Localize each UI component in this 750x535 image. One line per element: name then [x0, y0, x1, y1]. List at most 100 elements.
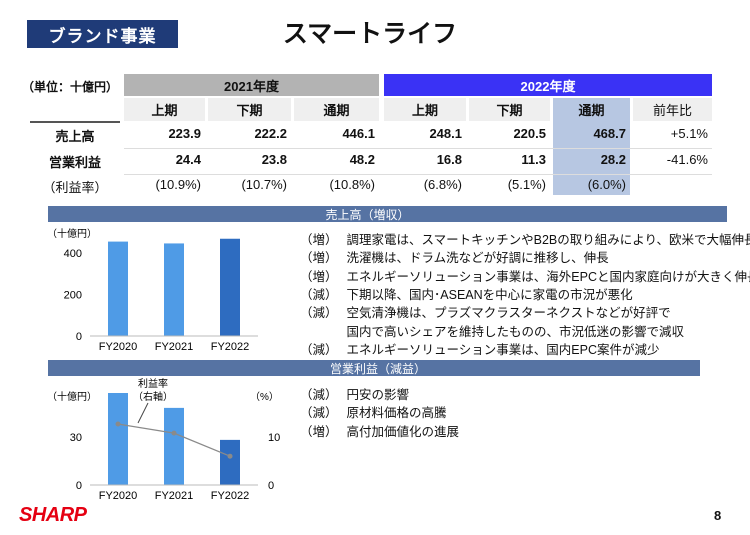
bullet-text: 高付加価値化の進展	[346, 424, 460, 439]
bullet-tag: （増）	[300, 251, 338, 266]
subheader-cell: 下期	[469, 98, 550, 121]
bullet-tag: （減）	[300, 388, 338, 402]
y-tick-label: 0	[76, 480, 82, 492]
annotation-label: （右軸）	[133, 390, 173, 403]
table-cell: 468.7	[593, 126, 626, 141]
bullet-item: （減） 円安の影響	[300, 386, 409, 404]
bar-fy2020	[108, 241, 128, 336]
table-cell: 223.9	[168, 126, 201, 141]
unit-label: （単位：十億円）	[22, 80, 119, 94]
annotation-leader	[137, 402, 149, 424]
fy2022-header: 2022年度	[384, 74, 712, 96]
bullet-text: 原材料価格の高騰	[346, 406, 447, 421]
x-tick-label: FY2020	[99, 341, 138, 353]
subheader-cell: 通期	[553, 98, 630, 121]
table-cell: 23.8	[261, 152, 287, 167]
y-axis-unit: （十億円）	[47, 390, 97, 403]
x-tick-label: FY2022	[211, 490, 250, 502]
table-cell: 248.1	[429, 126, 462, 141]
row-label: （利益率）	[42, 180, 108, 195]
bullet-tag: （増）	[300, 233, 338, 247]
page-number: 8	[714, 508, 722, 523]
bullet-item: （増） 調理家電は、スマートキッチンやB2Bの取り組みにより、欧米で大幅伸長	[300, 231, 750, 249]
margin-point	[227, 453, 233, 459]
table-cell: (10.7%)	[241, 177, 287, 192]
bar-fy2022	[220, 439, 240, 485]
bullet-text: 円安の影響	[346, 388, 410, 402]
table-cell: (10.8%)	[329, 177, 375, 192]
annotation-label: 利益率	[138, 377, 168, 390]
table-cell: 28.2	[600, 152, 626, 167]
table-cell: 446.1	[342, 126, 375, 141]
bullet-text: エネルギーソリューション事業は、国内EPC案件が減少	[346, 342, 660, 357]
x-tick-label: FY2020	[99, 490, 138, 502]
bullet-item: （増） 高付加価値化の進展	[300, 423, 459, 441]
table-cell: -41.6%	[666, 152, 708, 167]
fy2021-header: 2021年度	[124, 74, 379, 96]
y2-tick-label: 0	[268, 480, 274, 492]
table-cell: (6.8%)	[423, 177, 462, 192]
table-cell: (6.0%)	[587, 177, 626, 192]
table-cell: 16.8	[436, 152, 462, 167]
y-tick-label: 200	[64, 290, 82, 302]
y-tick-label: 0	[76, 331, 82, 343]
table-cell: 48.2	[349, 152, 375, 167]
bullet-item: （減） 原材料価格の高騰	[300, 404, 447, 422]
subheader-cell: 下期	[208, 98, 291, 121]
table-cell: 220.5	[513, 126, 546, 141]
row-divider	[124, 174, 712, 175]
bullet-item: （減） 空気清浄機は、プラズマクラスターネクストなどが好評で	[300, 304, 671, 322]
row-label: 営業利益	[48, 155, 101, 170]
y-tick-label: 30	[70, 432, 82, 444]
bullet-item: （増） 洗濯機は、ドラム洗などが好調に推移し、伸長	[300, 249, 609, 267]
bullet-item: （増） エネルギーソリューション事業は、海外EPCと国内家庭向けが大きく伸長	[300, 268, 750, 286]
table-cell: 11.3	[521, 152, 546, 167]
highlight-column	[553, 121, 630, 195]
bullet-text: エネルギーソリューション事業は、海外EPCと国内家庭向けが大きく伸長	[346, 269, 750, 284]
bullet-item: （減） 下期以降、国内･ASEANを中心に家電の市況が悪化	[300, 286, 633, 304]
charts: （十億円） 0 200 400 FY2020 FY2021 FY2022 （十億円） （%） 0 3…	[47, 227, 280, 502]
sales-banner: 売上高（増収）	[48, 206, 727, 222]
bullet-tag: （減）	[300, 287, 338, 302]
row-label: 売上高	[55, 129, 95, 144]
label-divider	[30, 121, 120, 123]
section-badge: ブランド事業	[27, 20, 178, 48]
x-tick-label: FY2021	[155, 490, 194, 502]
subheader-cell: 前年比	[633, 98, 712, 121]
y2-tick-label: 10	[268, 432, 280, 444]
bullet-tag: （増）	[300, 269, 338, 284]
bullet-item: （減）国内で高いシェアを維持したものの、市況低迷の影響で減収	[300, 323, 685, 341]
table-cell: 24.4	[175, 152, 201, 167]
table-cell: (10.9%)	[155, 177, 201, 192]
bar-fy2021	[164, 243, 184, 336]
bar-fy2021	[164, 407, 184, 485]
margin-point	[171, 430, 177, 436]
y-tick-label: 400	[64, 248, 82, 260]
y2-axis-unit: （%）	[250, 391, 279, 403]
bullet-tag: （減）	[300, 306, 338, 321]
y-axis-unit: （十億円）	[47, 227, 97, 240]
bullet-text: 洗濯機は、ドラム洗などが好調に推移し、伸長	[346, 251, 609, 266]
profit-banner: 営業利益（減益）	[48, 360, 700, 376]
bullet-tag: （減）	[300, 406, 338, 421]
bullet-text: 国内で高いシェアを維持したものの、市況低迷の影響で減収	[346, 324, 685, 339]
bar-fy2022	[220, 238, 240, 336]
bullet-text: 空気清浄機は、プラズマクラスターネクストなどが好評で	[346, 306, 671, 321]
row-divider	[124, 148, 712, 149]
bullet-tag: （増）	[300, 424, 338, 439]
x-tick-label: FY2022	[211, 341, 250, 353]
subheader-cell: 上期	[124, 98, 205, 121]
margin-point	[115, 421, 121, 427]
table-cell: 222.2	[254, 126, 287, 141]
bar-fy2020	[108, 393, 128, 485]
bullet-text: 調理家電は、スマートキッチンやB2Bの取り組みにより、欧米で大幅伸長	[346, 233, 750, 247]
bullet-item: （減） エネルギーソリューション事業は、国内EPC案件が減少	[300, 341, 659, 359]
bullet-text: 下期以降、国内･ASEANを中心に家電の市況が悪化	[346, 287, 633, 302]
bullet-tag: （減）	[300, 342, 338, 357]
subheader-cell: 通期	[294, 98, 379, 121]
x-tick-label: FY2021	[155, 341, 194, 353]
table-cell: (5.1%)	[507, 177, 546, 192]
table-cell: +5.1%	[670, 126, 708, 141]
page-title: スマートライフ	[282, 20, 458, 48]
subheader-cell: 上期	[384, 98, 466, 121]
